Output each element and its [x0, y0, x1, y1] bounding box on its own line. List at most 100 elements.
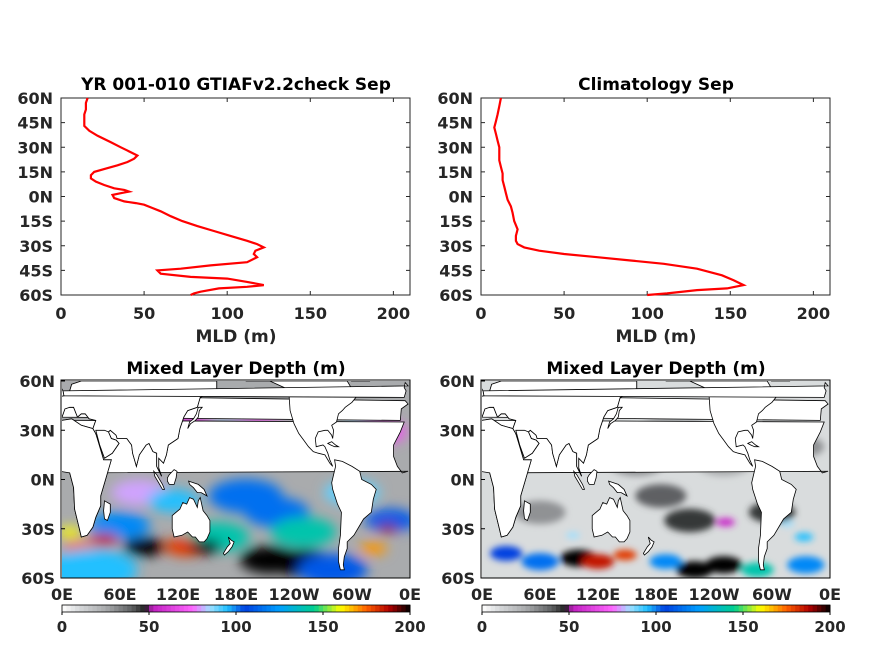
land-eurasia-wrap [62, 381, 218, 477]
colorbar-segment [323, 605, 328, 612]
mld-field-patch [188, 539, 222, 555]
colorbar-segment [283, 605, 289, 612]
map-x-tick-label: 0E [51, 585, 73, 604]
colorbar-segment [656, 605, 661, 612]
land-australia [171, 496, 211, 543]
colorbar-segment [405, 605, 411, 612]
land-greenland [350, 381, 371, 382]
colorbar-segment [825, 605, 831, 612]
colorbar-segment [790, 605, 796, 612]
colorbar-segment [349, 605, 354, 612]
colorbar-segment [773, 605, 779, 612]
colorbar-segment [699, 605, 705, 612]
x-tick-label: 100 [210, 304, 243, 323]
colorbar-segment [738, 605, 744, 612]
land-uk-wrap [62, 388, 65, 397]
land-madagascar [523, 500, 531, 522]
colorbar-segment [183, 605, 189, 612]
colorbar-segment [795, 605, 801, 612]
colorbar-tick-label: 100 [220, 618, 251, 636]
colorbar-segment [669, 605, 674, 612]
colorbar-tick-label: 50 [559, 618, 580, 636]
colorbar-segment [157, 605, 163, 612]
colorbar-segment [716, 605, 722, 612]
colorbar-segment [75, 605, 80, 612]
land-arabia-fill [95, 429, 120, 459]
colorbar-segment [542, 605, 548, 612]
colorbar-segment [309, 605, 315, 612]
colorbar-segment [318, 605, 324, 612]
colorbar-segment [673, 605, 679, 612]
colorbar-tick-label: 200 [814, 618, 845, 636]
x-tick-label: 200 [377, 304, 410, 323]
colorbar-segment [595, 605, 600, 612]
profile-panel-model: YR 001-010 GTIAFv2.2check Sep 60N 45N 30N 1… [17, 75, 411, 347]
colorbar-segment [490, 605, 496, 612]
colorbar-segment [616, 605, 622, 612]
colorbar-segment [96, 605, 102, 612]
mld-field-patch [521, 553, 559, 571]
colorbar-segment [401, 605, 407, 612]
mld-field-patch [490, 546, 523, 561]
colorbar-segment [603, 605, 609, 612]
colorbar-segment [83, 605, 89, 612]
colorbar-segment [266, 605, 272, 612]
colorbar-segment [521, 605, 526, 612]
colorbar-segment [760, 605, 766, 612]
mld-field-patch [565, 532, 580, 539]
colorbar-segment [331, 605, 337, 612]
map-x-tick-label: 60W [332, 585, 372, 604]
land-north-america [245, 381, 357, 467]
map-y-tick-label: 60N [19, 372, 55, 391]
y-tick-label: 15N [437, 163, 473, 182]
map-y-tick-label: 30N [439, 421, 475, 440]
y-tick-label: 30N [437, 138, 473, 157]
colorbar-segment [708, 605, 714, 612]
land-uk-wrap [482, 388, 485, 397]
colorbar-segment [122, 605, 128, 612]
y-tick-label: 0N [448, 188, 473, 207]
profile-model-title: YR 001-010 GTIAFv2.2check Sep [80, 75, 391, 95]
colorbar-segment [769, 605, 774, 612]
colorbar-segment [499, 605, 505, 612]
x-tick-label: 50 [133, 304, 155, 323]
colorbar-segment [747, 605, 753, 612]
land-borneo [587, 469, 598, 485]
colorbar-segment [547, 605, 553, 612]
colorbar-segment [79, 605, 85, 612]
colorbar-segment [538, 605, 544, 612]
colorbar-segment [812, 605, 818, 612]
colorbar-tick-label: 0 [477, 618, 487, 636]
colorbar-segment [344, 605, 350, 612]
colorbar-segment [525, 605, 531, 612]
x-tick-label: 200 [797, 304, 830, 323]
colorbar-segment [149, 605, 154, 612]
mld-field-patch [359, 542, 388, 555]
land-new-zealand [222, 536, 235, 556]
colorbar-segment [336, 605, 341, 612]
mld-field-patch [90, 533, 119, 547]
colorbar-segment [808, 605, 814, 612]
colorbar-segment [214, 605, 220, 612]
colorbar-segment [162, 605, 167, 612]
map-climatology-x-ticks: 0E 60E 120E 180E 120W 60W 0E [471, 585, 841, 604]
colorbar-segment [664, 605, 670, 612]
colorbar-segment [660, 605, 666, 612]
map-model-y-ticks: 60N 30N 0N 30S 60S [19, 372, 65, 588]
colorbar-segment [240, 605, 246, 612]
mld-field-patch [705, 556, 743, 574]
y-tick-label: 0N [28, 188, 53, 207]
colorbar-segment [508, 605, 513, 612]
map-climatology-field [482, 381, 830, 578]
land-japan [607, 406, 624, 429]
mld-field-patch [664, 508, 716, 533]
colorbar-segment [131, 605, 137, 612]
colorbar-segment [721, 605, 727, 612]
colorbar-segment [296, 605, 302, 612]
map-model-x-ticks: 0E 60E 120E 180E 120W 60W 0E [51, 585, 421, 604]
colorbar-segment [353, 605, 359, 612]
y-tick-label: 15S [439, 212, 473, 231]
colorbar-segment [816, 605, 822, 612]
map-climatology-colorbar: 0 50 100 150 200 [477, 604, 846, 636]
colorbar-segment [516, 605, 522, 612]
